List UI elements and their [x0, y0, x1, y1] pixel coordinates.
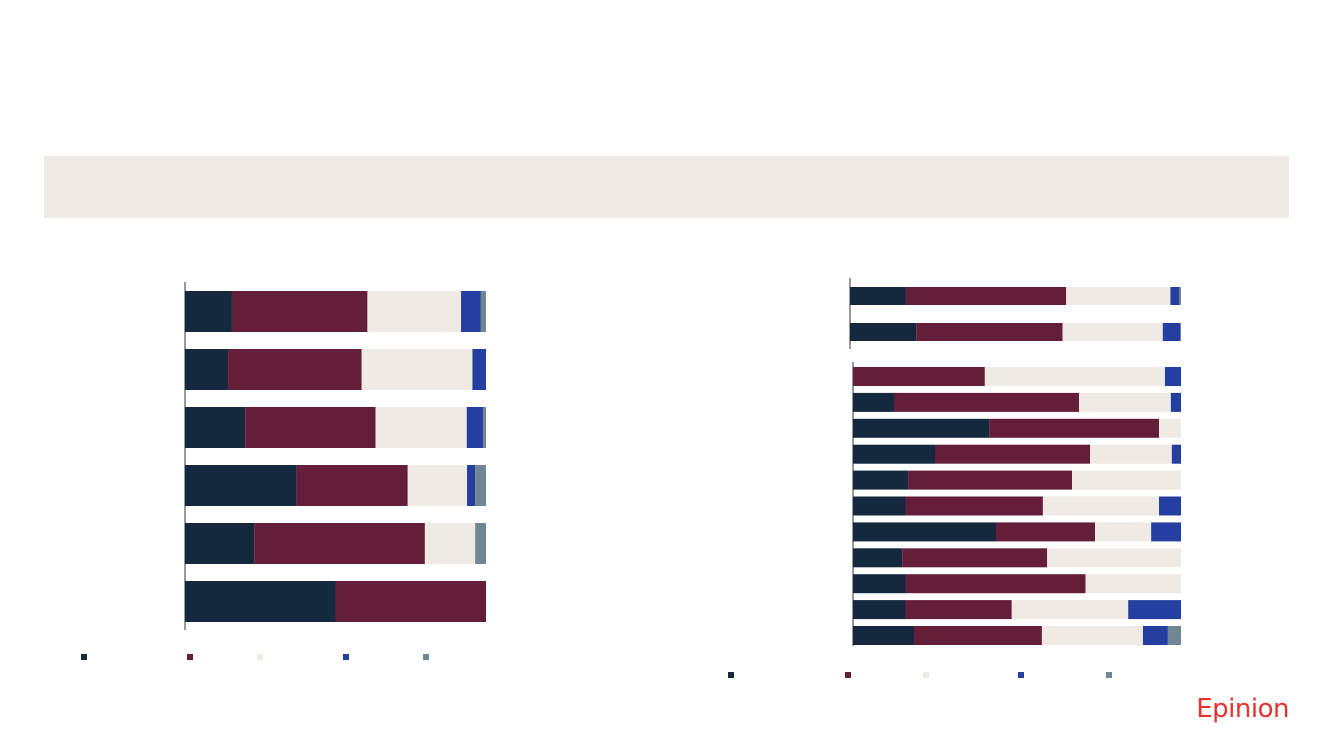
right-chart-top-bar-row2-seg4: [1162, 323, 1181, 341]
right-chart-bottom-bar-row3-seg3: [1159, 418, 1181, 438]
right-chart-legend-swatch-3: [923, 672, 929, 678]
right-chart-bottom-bar-row11-seg4: [1142, 626, 1168, 645]
brand-logo: Epinion: [1196, 694, 1289, 724]
right-chart-top-bar-row2-seg2: [916, 323, 1063, 341]
right-chart-bottom-bar-row1-seg4: [1164, 367, 1181, 386]
right-chart-bottom-bar-row10-seg1: [853, 600, 906, 620]
right-chart-bottom-bar-row2-seg1: [853, 392, 894, 412]
right-chart-bottom-bar-row1-seg2: [853, 367, 985, 386]
left-chart-bar-row4-seg3: [407, 465, 468, 506]
left-chart-bar-row5-seg3: [424, 523, 476, 564]
left-chart-bar-row1-seg4: [461, 291, 481, 332]
right-chart-top-bar-row2-seg5: [1180, 323, 1181, 341]
right-chart-bottom-bar-row6-seg4: [1159, 496, 1181, 516]
left-chart-bar-row4-seg1: [185, 465, 297, 506]
right-chart-bottom-bar-row4-seg4: [1171, 444, 1181, 464]
right-chart-bottom-bar-row3-seg2: [989, 418, 1160, 438]
right-chart-bottom-bar-row5-seg2: [908, 470, 1073, 490]
right-chart-legend-swatch-1: [728, 672, 734, 678]
left-chart-bar-row2-seg2: [228, 349, 362, 390]
left-chart-bar-row3-seg5: [482, 407, 486, 448]
left-chart-bar-row5-seg5: [475, 523, 486, 564]
right-chart-bottom-bar-row10-seg3: [1011, 600, 1129, 620]
left-chart-bar-row3-seg1: [185, 407, 246, 448]
left-chart-bar-row1-seg2: [231, 291, 368, 332]
right-chart-bottom-bar-row6-seg3: [1042, 496, 1160, 516]
left-chart-bar-row1-seg3: [367, 291, 462, 332]
left-chart-bar-row1-seg5: [480, 291, 486, 332]
right-chart-bottom-bar-row2-seg3: [1078, 392, 1171, 412]
right-chart-legend-swatch-4: [1018, 672, 1024, 678]
right-chart-bottom-bar-row7-seg2: [996, 522, 1096, 542]
left-chart-bar-row5-seg1: [185, 523, 255, 564]
right-chart-bottom-bar-row2-seg4: [1170, 392, 1181, 412]
left-chart-bar-row6-seg2: [335, 581, 486, 622]
right-chart-bottom-bar-row1-seg3: [984, 367, 1165, 386]
left-chart-bar-row1-seg1: [185, 291, 232, 332]
right-chart-top-bar-row1-seg5: [1179, 287, 1181, 305]
right-chart-top-bar-row2-seg1: [850, 323, 917, 341]
right-chart-bottom-bar-row7-seg1: [853, 522, 997, 542]
right-chart-bottom-bar-row11-seg2: [914, 626, 1042, 645]
right-chart-bottom-bar-row5-seg3: [1072, 470, 1181, 490]
left-chart-bar-row2-seg4: [472, 349, 486, 390]
right-chart-bottom-bar-row11-seg5: [1167, 626, 1181, 645]
right-chart-bottom-bar-row9-seg1: [853, 574, 906, 594]
right-chart-bottom-bar-row8-seg2: [902, 548, 1048, 568]
right-chart-legend-swatch-2: [845, 672, 851, 678]
left-chart-bar-row4-seg4: [467, 465, 476, 506]
left-chart-bar-row2-seg1: [185, 349, 229, 390]
right-chart-bottom-bar-row4-seg2: [935, 444, 1091, 464]
left-chart-legend-swatch-2: [187, 654, 193, 660]
right-chart-bottom-bar-row6-seg1: [853, 496, 906, 516]
left-chart-bar-row3-seg2: [245, 407, 376, 448]
left-chart-bar-row2-seg3: [361, 349, 473, 390]
right-chart-bottom-bar-row7-seg4: [1151, 522, 1181, 542]
left-chart-bar-row4-seg5: [475, 465, 486, 506]
right-chart-bottom-bar-row4-seg3: [1090, 444, 1172, 464]
right-chart-legend-swatch-5: [1106, 672, 1112, 678]
right-chart-bottom-bar-row8-seg3: [1047, 548, 1181, 568]
right-chart-bottom-bar-row11-seg3: [1041, 626, 1143, 645]
left-chart-bar-row5-seg2: [254, 523, 425, 564]
right-chart-top-bar-row1-seg2: [905, 287, 1067, 305]
right-chart-bottom-bar-row10-seg4: [1128, 600, 1181, 620]
left-chart-legend-swatch-5: [423, 654, 429, 660]
right-chart-bottom-bar-row8-seg1: [853, 548, 903, 568]
left-chart-bar-row3-seg3: [375, 407, 467, 448]
right-chart-bottom-bar-row11-seg1: [853, 626, 915, 645]
left-chart-bar-row6-seg1: [185, 581, 336, 622]
left-chart-bar-row3-seg4: [466, 407, 483, 448]
right-chart-top-bar-row2-seg3: [1062, 323, 1163, 341]
right-chart-bottom-bar-row10-seg2: [905, 600, 1012, 620]
right-chart-top-bar-row1-seg4: [1170, 287, 1180, 305]
right-chart-bottom-bar-row7-seg3: [1095, 522, 1152, 542]
left-chart-legend-swatch-3: [257, 654, 263, 660]
right-chart-top-bar-row1-seg3: [1066, 287, 1171, 305]
right-chart-top-bar-row1-seg1: [850, 287, 906, 305]
right-chart-bottom-bar-row9-seg2: [905, 574, 1086, 594]
right-chart-bottom-bar-row2-seg2: [894, 392, 1079, 412]
left-chart-legend-swatch-1: [81, 654, 87, 660]
right-chart-bottom-bar-row5-seg1: [853, 470, 909, 490]
right-chart-bottom-bar-row6-seg2: [905, 496, 1043, 516]
left-chart-bar-row4-seg2: [296, 465, 408, 506]
header-banner: [44, 156, 1289, 218]
left-chart-legend-swatch-4: [343, 654, 349, 660]
right-chart-bottom-bar-row3-seg1: [853, 418, 990, 438]
right-chart-bottom-bar-row9-seg3: [1085, 574, 1181, 594]
right-chart-bottom-bar-row4-seg1: [853, 444, 935, 464]
